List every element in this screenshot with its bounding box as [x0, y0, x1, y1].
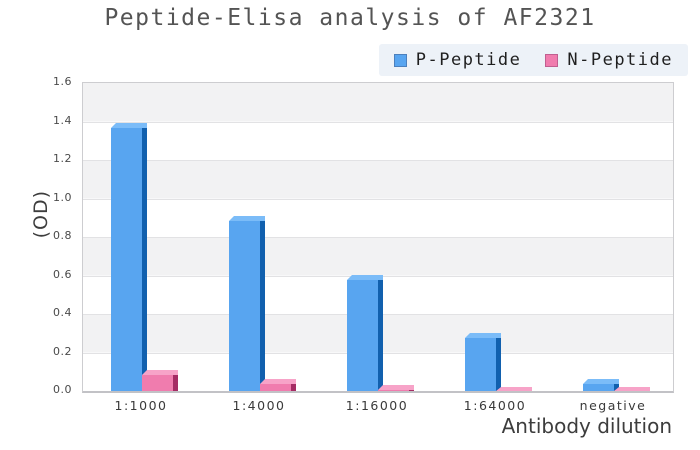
x-tick-label: 1:16000 [345, 398, 409, 413]
x-tick-label: 1:4000 [232, 398, 286, 413]
bar-body [111, 128, 147, 391]
gridline [83, 160, 673, 161]
y-tick-label: 0.2 [53, 344, 72, 358]
n-peptide-bar [496, 387, 532, 391]
x-tick-label: 1:64000 [463, 398, 527, 413]
bar-front-face [111, 128, 142, 391]
bar-body [229, 221, 265, 391]
bar-side-face [614, 384, 619, 391]
y-tick-label: 0.6 [53, 267, 72, 281]
bar-top-face [465, 333, 501, 338]
bar-side-face [409, 390, 414, 391]
y-tick-label: 1.4 [53, 113, 72, 127]
n-peptide-bar [614, 387, 650, 391]
bar-side-face [291, 384, 296, 391]
bar-top-face [229, 216, 265, 221]
n-peptide-bar [142, 370, 178, 391]
x-tick-label: negative [579, 398, 647, 413]
legend-label-n-peptide: N-Peptide [567, 50, 673, 70]
chart-title: Peptide-Elisa analysis of AF2321 [104, 5, 596, 31]
bar-body [583, 384, 619, 391]
y-tick-label: 1.2 [53, 152, 72, 165]
legend-item-n-peptide: N-Peptide [545, 50, 673, 70]
bar-body [465, 338, 501, 391]
y-axis-labels: 0.0 0.2 0.4 0.6 0.8 1.0 1.2 1.4 1.6 [0, 75, 76, 396]
bar-top-face [347, 275, 383, 280]
bar-front-face [260, 384, 291, 391]
bar-top-face [260, 379, 296, 384]
bar-front-face [378, 390, 409, 391]
y-tick-label: 1.0 [53, 190, 72, 204]
bar-body [142, 375, 178, 391]
y-tick-label: 0.8 [53, 229, 72, 242]
x-tick-label: 1:1000 [114, 398, 168, 413]
bar-side-face [378, 280, 383, 391]
gridline [83, 237, 673, 238]
bar-body [378, 390, 414, 391]
bar-side-face [142, 128, 147, 391]
bar-top-face [583, 379, 619, 384]
bar-side-face [496, 338, 501, 391]
legend: P-Peptide N-Peptide [378, 44, 688, 76]
n-peptide-bar [378, 385, 414, 391]
bar-top-face [496, 387, 532, 391]
y-tick-label: 0.4 [53, 306, 72, 319]
x-axis-title: Antibody dilution [501, 414, 672, 438]
p-peptide-bar [347, 275, 383, 391]
p-peptide-bar [229, 216, 265, 391]
bar-body [347, 280, 383, 391]
n-peptide-swatch-icon [545, 53, 559, 67]
n-peptide-bar [260, 379, 296, 391]
bar-top-face [614, 387, 650, 391]
bar-front-face [465, 338, 496, 391]
x-axis-labels: 1:1000 1:4000 1:16000 1:64000 negative [82, 398, 672, 413]
bar-front-face [229, 221, 260, 391]
bar-top-face [378, 385, 414, 390]
bar-side-face [173, 375, 178, 391]
bar-top-face [142, 370, 178, 375]
p-peptide-swatch-icon [393, 53, 407, 67]
bar-front-face [142, 375, 173, 391]
bar-body [260, 384, 296, 391]
y-tick-label: 1.6 [53, 75, 72, 88]
plot-area [82, 82, 674, 393]
bar-top-face [111, 123, 147, 128]
p-peptide-bar [583, 379, 619, 391]
p-peptide-bar [111, 123, 147, 391]
bar-front-face [347, 280, 378, 391]
bar-side-face [260, 221, 265, 391]
p-peptide-bar [465, 333, 501, 391]
legend-label-p-peptide: P-Peptide [415, 50, 522, 70]
bar-front-face [583, 384, 614, 391]
gridline [83, 198, 673, 200]
y-tick-label: 0.0 [53, 383, 72, 396]
gridline [83, 121, 673, 123]
legend-item-p-peptide: P-Peptide [393, 50, 522, 70]
